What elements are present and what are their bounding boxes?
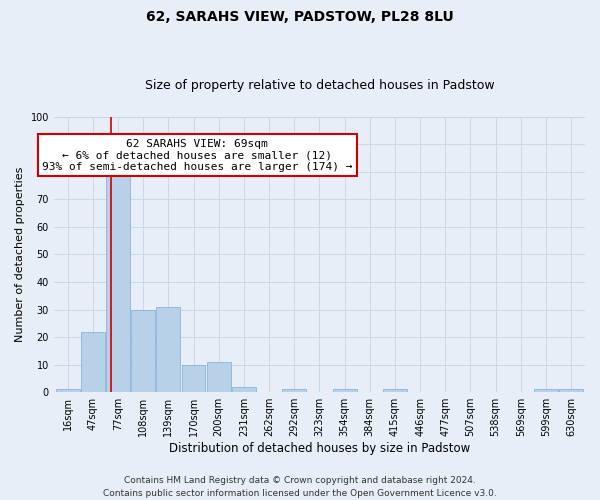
Text: Contains HM Land Registry data © Crown copyright and database right 2024.
Contai: Contains HM Land Registry data © Crown c… — [103, 476, 497, 498]
Y-axis label: Number of detached properties: Number of detached properties — [15, 167, 25, 342]
Bar — [534, 390, 558, 392]
Bar — [332, 390, 356, 392]
X-axis label: Distribution of detached houses by size in Padstow: Distribution of detached houses by size … — [169, 442, 470, 455]
Bar — [559, 390, 583, 392]
Bar — [383, 390, 407, 392]
Bar — [106, 174, 130, 392]
Bar — [282, 390, 306, 392]
Bar — [56, 390, 80, 392]
Bar — [232, 386, 256, 392]
Bar — [207, 362, 230, 392]
Bar — [131, 310, 155, 392]
Bar — [81, 332, 105, 392]
Title: Size of property relative to detached houses in Padstow: Size of property relative to detached ho… — [145, 79, 494, 92]
Bar — [182, 364, 205, 392]
Text: 62, SARAHS VIEW, PADSTOW, PL28 8LU: 62, SARAHS VIEW, PADSTOW, PL28 8LU — [146, 10, 454, 24]
Bar — [157, 307, 180, 392]
Text: 62 SARAHS VIEW: 69sqm
← 6% of detached houses are smaller (12)
93% of semi-detac: 62 SARAHS VIEW: 69sqm ← 6% of detached h… — [42, 139, 352, 172]
